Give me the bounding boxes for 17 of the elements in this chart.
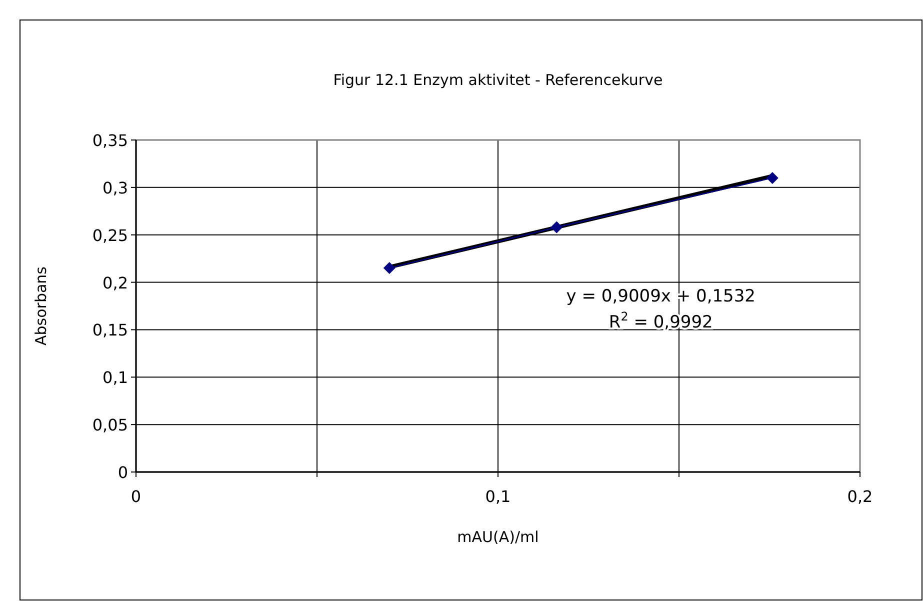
y-tick-label: 0,2 xyxy=(102,273,128,292)
x-axis-title: mAU(A)/ml xyxy=(457,528,539,546)
y-tick-label: 0,3 xyxy=(102,178,128,198)
y-tick-label: 0,35 xyxy=(92,131,128,150)
point xyxy=(383,262,396,274)
y-tick-label: 0,1 xyxy=(102,368,128,388)
x-tick-label: 0,2 xyxy=(847,487,873,506)
y-tick-label: 0,05 xyxy=(92,416,128,435)
x-tick-label: 0 xyxy=(130,487,142,506)
y-tick-label: 0,15 xyxy=(92,320,128,340)
point xyxy=(766,172,778,184)
point xyxy=(550,221,563,234)
y-tick-label: 0 xyxy=(118,463,128,482)
y-tick-label: 0,25 xyxy=(92,226,128,245)
y-axis-title: Absorbans xyxy=(32,266,50,346)
chart-title: Figur 12.1 Enzym aktivitet - Referencekurve xyxy=(333,71,663,89)
x-tick-label: 0,1 xyxy=(485,487,511,506)
